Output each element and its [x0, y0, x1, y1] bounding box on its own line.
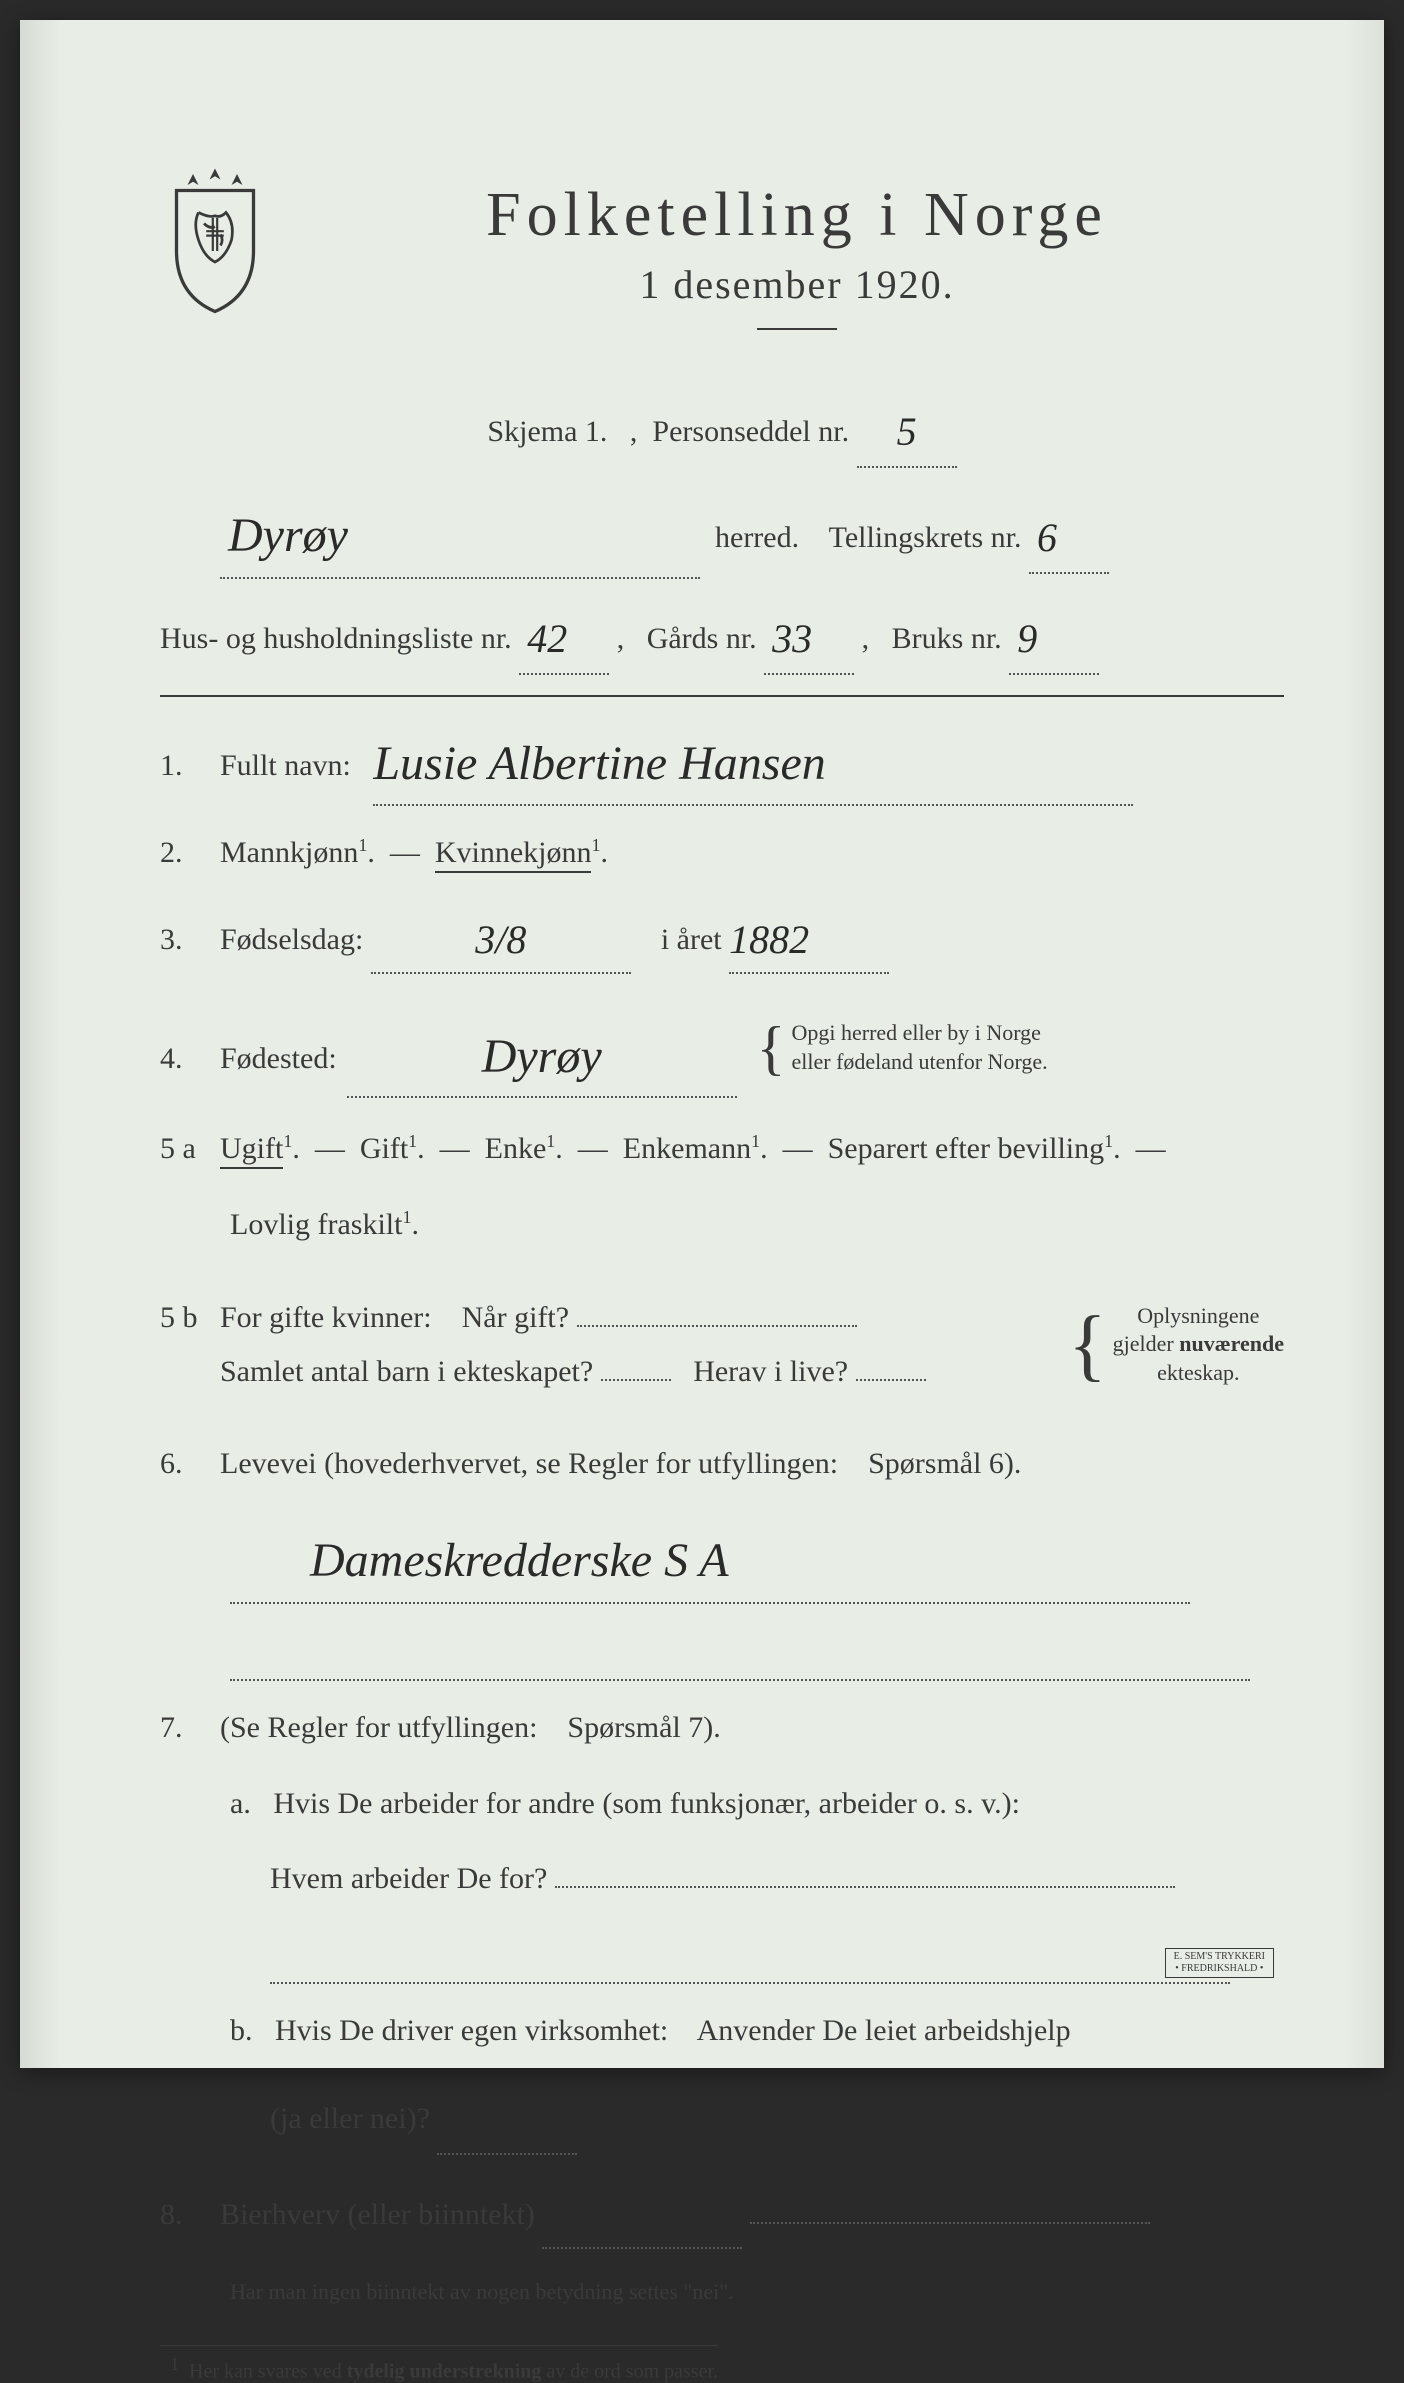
q7a: a. Hvis De arbeider for andre (som funks… [160, 1775, 1284, 1832]
q5b-note-l2: gjelder nuværende [1113, 1331, 1284, 1356]
footnote: 1 Her kan svares ved tydelig understrekn… [160, 2345, 718, 2383]
q2-num: 2. [160, 826, 220, 880]
q2: 2. Mannkjønn1. — Kvinnekjønn1. [160, 826, 1284, 880]
q7b-q: Anvender De leiet arbeidshjelp [697, 2014, 1071, 2047]
herred-line: Dyrøy herred. Tellingskrets nr. 6 [160, 486, 1284, 579]
hushold-line: Hus- og husholdningsliste nr. 42 , Gårds… [160, 597, 1284, 675]
q3-label: Fødselsdag: [220, 923, 363, 956]
q5b-note-l3: ekteskap. [1157, 1360, 1239, 1385]
printer-l2: • FREDRIKSHALD • [1175, 1963, 1263, 1974]
q7a-q: Hvem arbeider De for? [160, 1850, 1284, 1907]
q3-year-label: i året [661, 923, 722, 956]
q7b: b. Hvis De driver egen virksomhet: Anven… [160, 2002, 1284, 2059]
q8: 8. Bierhverv (eller biinntekt) Nei [160, 2175, 1284, 2249]
header: Folketelling i Norge 1 desember 1920. [160, 160, 1284, 360]
q4-label: Fødested: [220, 1032, 337, 1086]
q7-label2: Spørsmål 7). [567, 1711, 720, 1744]
q4-value: Dyrøy [482, 1030, 602, 1083]
q5b-label: For gifte kvinner: [220, 1301, 432, 1334]
q4-note-l2: eller fødeland utenfor Norge. [791, 1049, 1047, 1074]
bruks-label: Bruks nr. [892, 622, 1002, 655]
q5a-fraskilt: Lovlig fraskilt [230, 1208, 402, 1241]
q6-label2: Spørsmål 6). [868, 1447, 1021, 1480]
skjema-label: Skjema 1. [487, 415, 607, 448]
tellingskrets-value: 6 [1037, 515, 1057, 560]
footer-note: Har man ingen biinntekt av nogen betydni… [160, 2279, 1284, 2305]
q7b-value: Nei [437, 2096, 493, 2141]
census-form-page: Folketelling i Norge 1 desember 1920. Sk… [20, 20, 1384, 2068]
q3-day: 3/8 [475, 917, 526, 962]
q5b-q1: Når gift? [462, 1301, 569, 1334]
q1-value: Lusie Albertine Hansen [373, 737, 825, 790]
q5a: 5 a Ugift1. — Gift1. — Enke1. — Enkemann… [160, 1122, 1284, 1176]
q7a-blank [160, 1925, 1284, 1984]
q6: 6. Levevei (hovederhvervet, se Regler fo… [160, 1437, 1284, 1491]
main-title: Folketelling i Norge [310, 180, 1284, 251]
printer-l1: E. SEM'S TRYKKERI [1174, 1951, 1265, 1962]
tellingskrets-label: Tellingskrets nr. [829, 521, 1022, 554]
q7: 7. (Se Regler for utfyllingen: Spørsmål … [160, 1701, 1284, 1755]
herred-value: Dyrøy [228, 509, 348, 562]
q6-answer: Dameskredderske S A [160, 1511, 1284, 1604]
q8-label: Bierhverv (eller biinntekt) [220, 2198, 535, 2231]
q4-num: 4. [160, 1032, 220, 1086]
q6-num: 6. [160, 1437, 220, 1491]
personseddel-value: 5 [897, 409, 917, 454]
q5a-cont: Lovlig fraskilt1. [160, 1196, 1284, 1253]
q3: 3. Fødselsdag: 3/8 i året 1882 [160, 900, 1284, 974]
q7-label: (Se Regler for utfyllingen: [220, 1711, 537, 1744]
q7-num: 7. [160, 1701, 220, 1755]
q5a-enke: Enke [485, 1132, 547, 1165]
herred-label: herred. [715, 521, 799, 554]
q1-label: Fullt navn: [220, 749, 351, 782]
q4-note: { Opgi herred eller by i Norge eller fød… [757, 994, 1048, 1102]
q2-kvinne: Kvinnekjønn [435, 836, 592, 873]
skjema-line: Skjema 1. , Personseddel nr. 5 [160, 390, 1284, 468]
gards-value: 33 [772, 616, 812, 661]
q5a-num: 5 a [160, 1122, 220, 1176]
q7b-q2: (ja eller nei)? Nei [160, 2077, 1284, 2155]
printer-mark: E. SEM'S TRYKKERI • FREDRIKSHALD • [1165, 1948, 1274, 1978]
q5a-separert: Separert efter bevilling [828, 1132, 1105, 1165]
q7a-label: Hvis De arbeider for andre (som funksjon… [273, 1787, 1020, 1820]
personseddel-label: Personseddel nr. [652, 415, 849, 448]
divider [757, 328, 837, 330]
q8-num: 8. [160, 2188, 220, 2242]
subtitle: 1 desember 1920. [310, 261, 1284, 308]
q8-value: Nei [615, 2192, 671, 2237]
q7b-question2: (ja eller nei)? [270, 2102, 430, 2135]
questions: 1. Fullt navn: Lusie Albertine Hansen 2.… [160, 717, 1284, 2249]
q3-num: 3. [160, 913, 220, 967]
footnote-num: 1 [170, 2354, 179, 2374]
q5b-q2: Samlet antal barn i ekteskapet? [220, 1355, 593, 1388]
q6-value: Dameskredderske S A [310, 1534, 729, 1587]
hushold-value: 42 [527, 616, 567, 661]
bruks-value: 9 [1017, 616, 1037, 661]
q7a-question: Hvem arbeider De for? [270, 1862, 547, 1895]
q5a-gift: Gift [360, 1132, 408, 1165]
q7b-label: Hvis De driver egen virksomhet: [275, 2014, 668, 2047]
q5b-note-l1: Oplysningene [1137, 1303, 1259, 1328]
section-divider [160, 695, 1284, 697]
coat-of-arms-icon [160, 160, 270, 320]
q5b: 5 b For gifte kvinner: Når gift? Samlet … [160, 1273, 1284, 1417]
q1: 1. Fullt navn: Lusie Albertine Hansen [160, 717, 1284, 805]
q5b-num: 5 b [160, 1291, 220, 1345]
hushold-label: Hus- og husholdningsliste nr. [160, 622, 512, 655]
q2-mann: Mannkjønn [220, 836, 358, 869]
q5b-note: { Oplysningene gjelder nuværende ekteska… [1068, 1273, 1284, 1417]
q5a-ugift: Ugift [220, 1132, 283, 1169]
q6-blank [160, 1622, 1284, 1681]
q1-num: 1. [160, 739, 220, 793]
gards-label: Gårds nr. [647, 622, 757, 655]
title-block: Folketelling i Norge 1 desember 1920. [310, 160, 1284, 360]
q4-note-l1: Opgi herred eller by i Norge [791, 1020, 1040, 1045]
q5b-q3: Herav i live? [693, 1355, 848, 1388]
q4: 4. Fødested: Dyrøy { Opgi herred eller b… [160, 994, 1284, 1102]
q3-year: 1882 [729, 917, 809, 962]
q6-label: Levevei (hovederhvervet, se Regler for u… [220, 1447, 838, 1480]
q5a-enkemann: Enkemann [623, 1132, 751, 1165]
